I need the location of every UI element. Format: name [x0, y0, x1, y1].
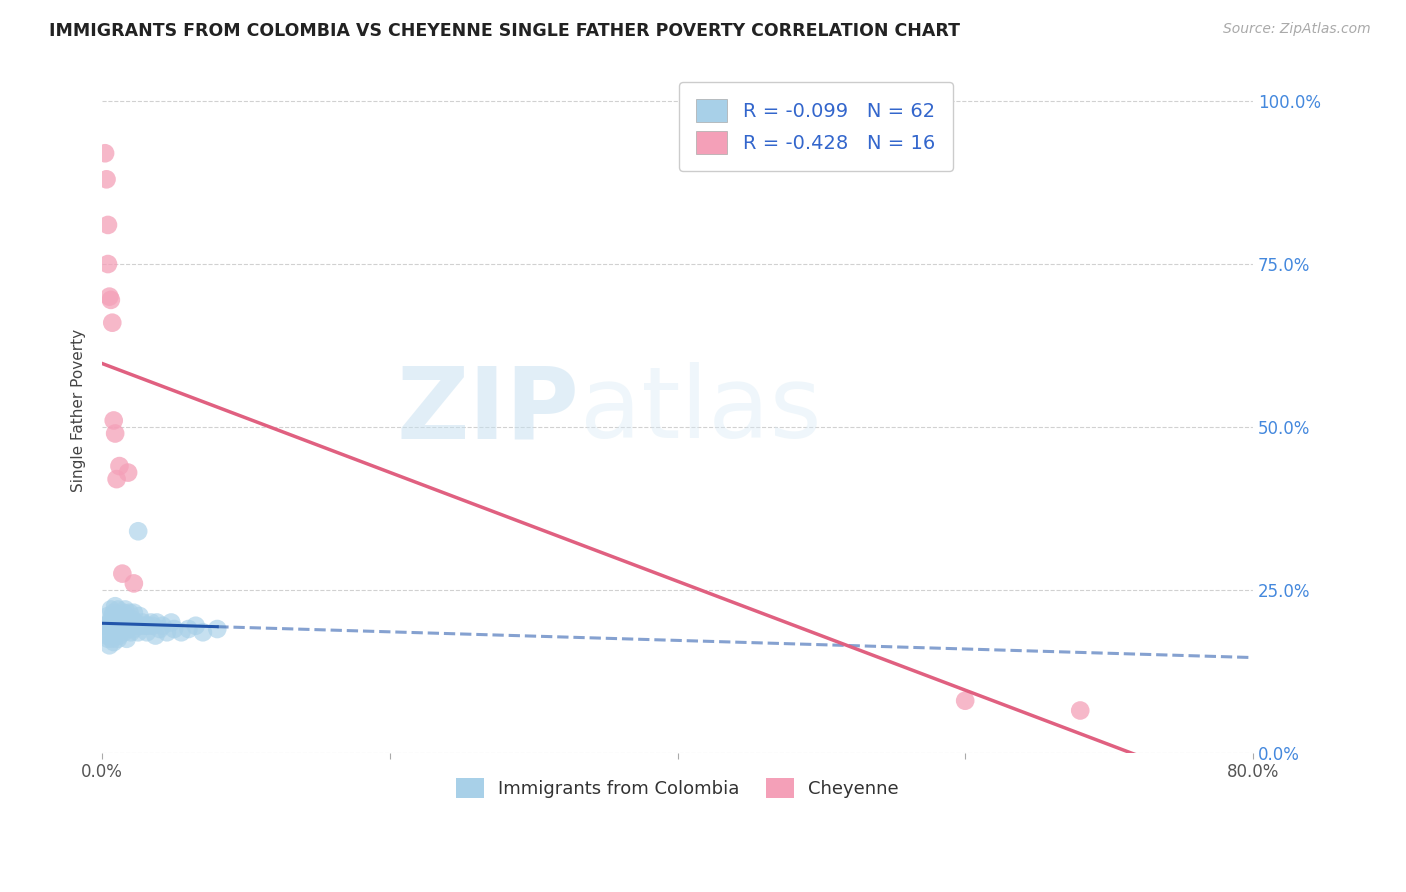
Point — [149, 622, 172, 636]
Point — [112, 606, 135, 620]
Point — [111, 615, 134, 630]
Point — [101, 316, 124, 330]
Point — [94, 146, 117, 161]
Point — [115, 632, 138, 646]
Point — [122, 622, 145, 636]
Point — [108, 628, 131, 642]
Point — [105, 619, 128, 633]
Point — [103, 622, 125, 636]
Point — [97, 632, 120, 646]
Point — [103, 413, 125, 427]
Point — [103, 635, 125, 649]
Point — [184, 619, 207, 633]
Point — [163, 622, 186, 636]
Point — [117, 466, 139, 480]
Point — [207, 622, 229, 636]
Point — [120, 619, 142, 633]
Point — [131, 615, 153, 630]
Point — [100, 293, 122, 307]
Point — [110, 622, 132, 636]
Point — [121, 612, 143, 626]
Point — [152, 619, 174, 633]
Point — [114, 619, 136, 633]
Point — [120, 625, 142, 640]
Point — [108, 619, 131, 633]
Text: ZIP: ZIP — [396, 362, 579, 459]
Point — [97, 609, 120, 624]
Point — [122, 576, 145, 591]
Text: Source: ZipAtlas.com: Source: ZipAtlas.com — [1223, 22, 1371, 37]
Text: atlas: atlas — [579, 362, 821, 459]
Point — [107, 632, 129, 646]
Point — [127, 524, 149, 539]
Point — [97, 257, 120, 271]
Point — [191, 625, 214, 640]
Point — [177, 622, 200, 636]
Point — [114, 602, 136, 616]
Point — [124, 615, 146, 630]
Point — [139, 615, 162, 630]
Point — [128, 609, 150, 624]
Point — [135, 625, 157, 640]
Point — [953, 694, 976, 708]
Legend: Immigrants from Colombia, Cheyenne: Immigrants from Colombia, Cheyenne — [450, 771, 905, 805]
Point — [104, 625, 127, 640]
Point — [105, 472, 128, 486]
Point — [105, 609, 128, 624]
Point — [98, 615, 121, 630]
Point — [103, 606, 125, 620]
Point — [111, 566, 134, 581]
Point — [100, 602, 122, 616]
Point — [145, 628, 167, 642]
Point — [110, 609, 132, 624]
Point — [98, 638, 121, 652]
Point — [96, 628, 118, 642]
Point — [146, 615, 169, 630]
Point — [101, 609, 124, 624]
Point — [156, 625, 179, 640]
Point — [127, 625, 149, 640]
Point — [117, 622, 139, 636]
Text: IMMIGRANTS FROM COLOMBIA VS CHEYENNE SINGLE FATHER POVERTY CORRELATION CHART: IMMIGRANTS FROM COLOMBIA VS CHEYENNE SIN… — [49, 22, 960, 40]
Point — [97, 218, 120, 232]
Point — [104, 426, 127, 441]
Point — [107, 602, 129, 616]
Point — [98, 290, 121, 304]
Point — [170, 625, 193, 640]
Point — [142, 619, 165, 633]
Point — [122, 606, 145, 620]
Point — [104, 599, 127, 614]
Point — [112, 625, 135, 640]
Point — [118, 606, 141, 620]
Point — [1069, 704, 1091, 718]
Point — [94, 619, 117, 633]
Point — [117, 615, 139, 630]
Point — [129, 619, 152, 633]
Point — [98, 625, 121, 640]
Point — [125, 619, 148, 633]
Point — [101, 632, 124, 646]
Point — [108, 459, 131, 474]
Point — [160, 615, 183, 630]
Point — [96, 172, 118, 186]
Point — [136, 619, 159, 633]
Y-axis label: Single Father Poverty: Single Father Poverty — [72, 329, 86, 492]
Point — [100, 619, 122, 633]
Point — [134, 619, 156, 633]
